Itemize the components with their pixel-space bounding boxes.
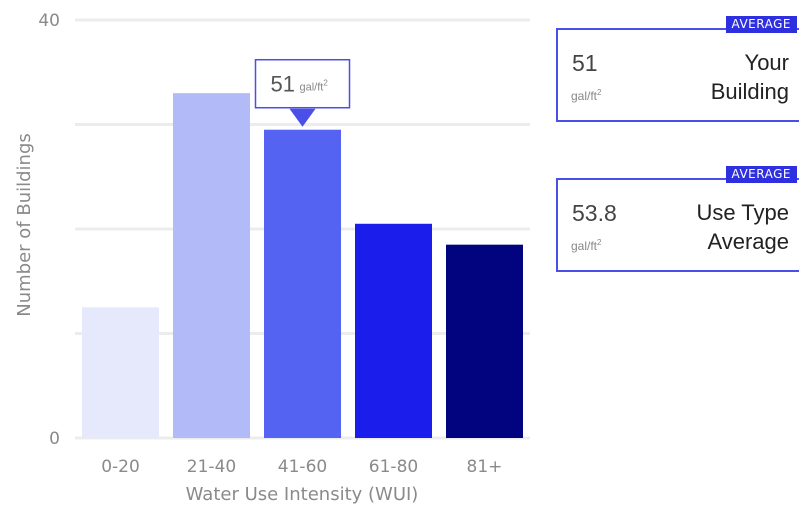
- x-tick-labels: 0-20 21-40 41-60 61-80 81+: [101, 457, 502, 477]
- x-tick-label: 41-60: [278, 457, 327, 477]
- x-axis-title: Water Use Intensity (WUI): [186, 484, 419, 505]
- bar-21-40[interactable]: [173, 93, 250, 439]
- tooltip-pointer: [289, 108, 316, 127]
- tooltip-box: [254, 58, 351, 109]
- y-tick-labels: 0 40: [38, 11, 60, 449]
- average-badge: AVERAGE: [725, 166, 797, 183]
- x-tick-label: 21-40: [187, 457, 236, 477]
- wui-bar-chart: 0 40 0-20 21-40 41-60 61-80 81+ Number of Bui…: [14, 11, 530, 505]
- y-axis-title: Number of Buildings: [14, 133, 35, 317]
- card-unit: gal/ft2: [571, 238, 602, 253]
- tooltip-unit: gal/ft2: [300, 79, 329, 94]
- tooltip-value: 51: [271, 72, 295, 97]
- card-unit: gal/ft2: [571, 88, 602, 103]
- use-type-average-card: AVERAGE 53.8 gal/ft2 Use Type Average: [556, 166, 799, 272]
- your-building-card: AVERAGE 51 gal/ft2 Your Building: [556, 16, 799, 122]
- card-value: 53.8: [572, 200, 617, 226]
- card-label: Your Building: [710, 50, 789, 104]
- bar-tooltip: 51 gal/ft2: [254, 58, 351, 127]
- y-tick-label: 40: [38, 11, 60, 31]
- bar-81+[interactable]: [446, 244, 523, 438]
- bars: [82, 93, 523, 439]
- card-label: Use Type Average: [696, 200, 789, 254]
- bar-61-80[interactable]: [355, 223, 432, 438]
- bar-41-60[interactable]: [264, 129, 341, 438]
- card-value: 51: [572, 50, 598, 76]
- bar-0-20[interactable]: [82, 307, 159, 438]
- average-badge: AVERAGE: [725, 16, 797, 33]
- y-tick-label: 0: [49, 429, 60, 449]
- x-tick-label: 81+: [467, 457, 503, 477]
- x-tick-label: 0-20: [101, 457, 140, 477]
- x-tick-label: 61-80: [369, 457, 418, 477]
